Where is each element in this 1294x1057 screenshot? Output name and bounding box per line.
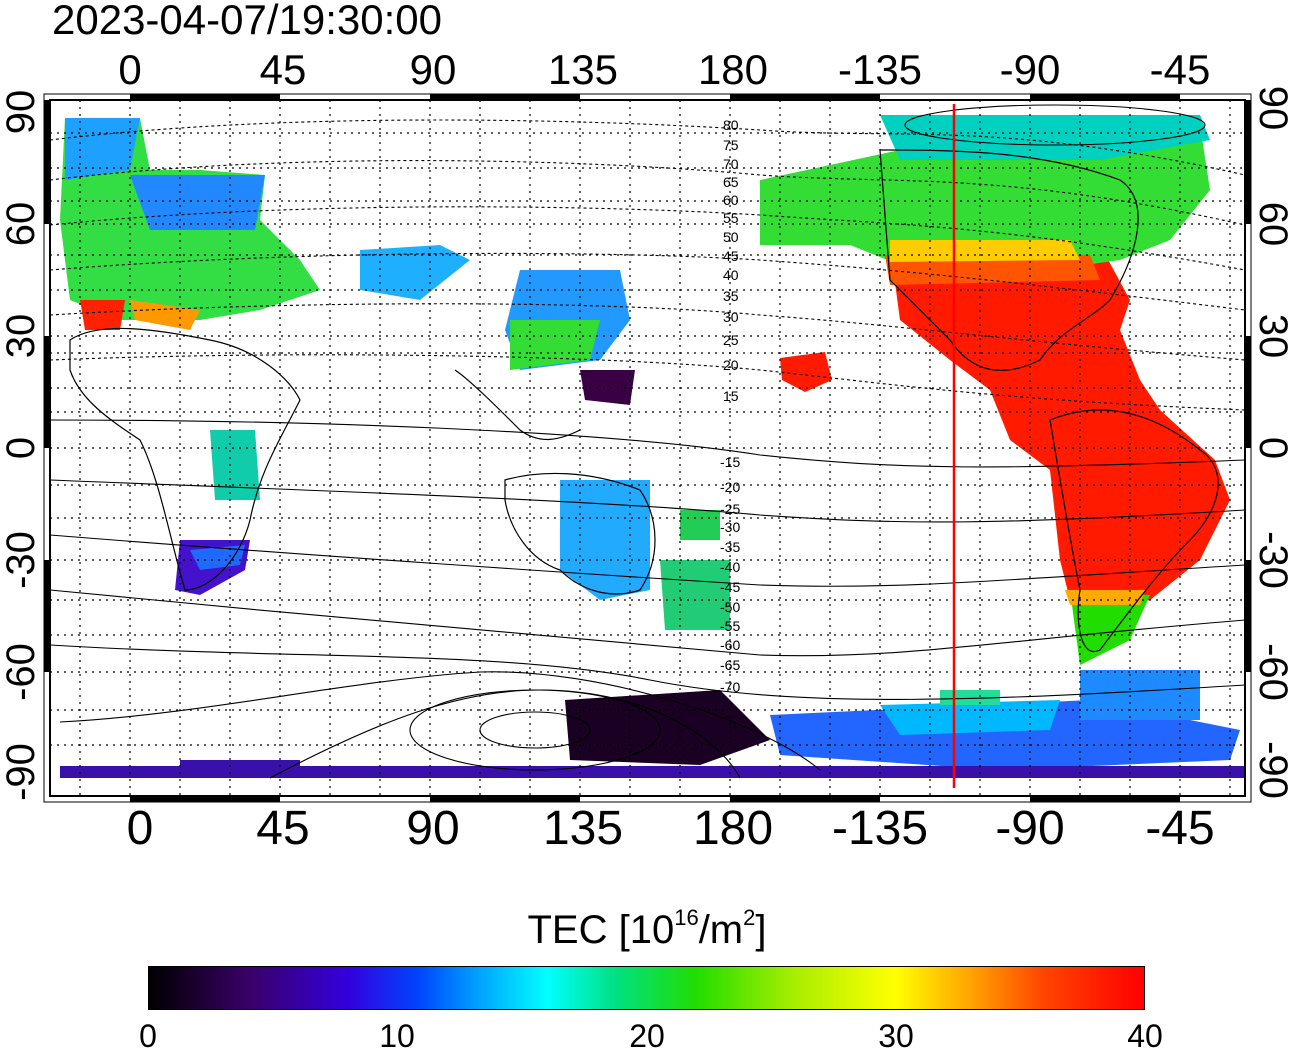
contour-label: -30 [720, 519, 740, 535]
graticule [50, 100, 1245, 796]
contour-label: 70 [723, 156, 739, 172]
colorbar-title-unit-exponent: 2 [743, 905, 756, 930]
bottom-lon-label: -45 [1145, 802, 1214, 855]
colorbar-tick-label: 30 [878, 1018, 914, 1054]
bottom-lon-label: -135 [832, 802, 928, 855]
colorbar-title: TEC [1016/m2] [0, 906, 1294, 954]
contour-label: -65 [720, 657, 740, 673]
right-lat-label: 30 [1251, 314, 1294, 359]
axis-tick-bars [44, 94, 1251, 802]
contour-label: -70 [720, 679, 740, 695]
left-lat-label: -60 [0, 643, 43, 701]
tec-world-map: 0 45 90 135 180 -135 -90 -45 0 45 90 135… [0, 46, 1294, 855]
contour-label: -35 [720, 539, 740, 555]
magnetic-contours [50, 104, 1245, 779]
right-latitude-labels: 90 60 30 0 -30 -60 -90 [1251, 86, 1294, 799]
map-timestamp: 2023-04-07/19:30:00 [52, 0, 442, 43]
contour-label: 80 [723, 117, 739, 133]
right-lat-label: 60 [1251, 202, 1294, 247]
contour-label: -15 [720, 454, 740, 470]
right-lat-label: -30 [1251, 531, 1294, 589]
bottom-lon-label: -90 [995, 802, 1064, 855]
contour-label: 75 [723, 137, 739, 153]
bottom-lon-label: 45 [256, 802, 309, 855]
contour-label: 20 [723, 357, 739, 373]
contour-label: -20 [720, 479, 740, 495]
contour-label: -55 [720, 618, 740, 634]
contour-label: 35 [723, 288, 739, 304]
contour-label: 55 [723, 210, 739, 226]
bottom-lon-label: 90 [406, 802, 459, 855]
colorbar-title-exponent: 16 [674, 905, 699, 930]
tec-colorbar [148, 966, 1145, 1010]
bottom-longitude-labels: 0 45 90 135 180 -135 -90 -45 [127, 802, 1215, 855]
contour-labels: 80 75 70 65 60 55 50 45 40 35 30 25 20 1… [720, 117, 740, 695]
bottom-lon-label: 180 [693, 802, 773, 855]
left-lat-label: -90 [0, 743, 43, 801]
colorbar-title-prefix: TEC [10 [527, 908, 675, 952]
contour-label: -60 [720, 637, 740, 653]
top-lon-label: -45 [1150, 46, 1211, 93]
plot-frame [49, 99, 1246, 797]
coastlines [69, 149, 1219, 653]
right-lat-label: 0 [1251, 437, 1294, 459]
top-lon-label: 90 [410, 46, 457, 93]
colorbar-title-suffix: ] [755, 908, 767, 952]
left-lat-label: 0 [0, 437, 43, 459]
left-lat-label: -30 [0, 531, 43, 589]
bottom-lon-label: 135 [543, 802, 623, 855]
right-lat-label: 90 [1251, 86, 1294, 131]
contour-label: 30 [723, 309, 739, 325]
top-lon-label: -135 [838, 46, 922, 93]
colorbar-tick-label: 10 [379, 1018, 415, 1054]
contour-label: -50 [720, 599, 740, 615]
colorbar-tick-label: 20 [629, 1018, 665, 1054]
contour-label: -25 [720, 501, 740, 517]
right-lat-label: -90 [1251, 741, 1294, 799]
contour-label: 40 [723, 267, 739, 283]
contour-label: -45 [720, 579, 740, 595]
top-longitude-labels: 0 45 90 135 180 -135 -90 -45 [118, 46, 1210, 93]
top-lon-label: 0 [118, 46, 141, 93]
top-lon-label: -90 [1000, 46, 1061, 93]
colorbar-tick-label: 40 [1127, 1018, 1163, 1054]
left-lat-label: 30 [0, 314, 43, 359]
tec-data-layer [60, 115, 1245, 778]
colorbar-tick-label: 0 [139, 1018, 157, 1054]
contour-label: 60 [723, 192, 739, 208]
colorbar-title-unit: /m [698, 908, 744, 952]
bottom-lon-label: 0 [127, 802, 154, 855]
left-latitude-labels: 90 60 30 0 -30 -60 -90 [0, 90, 43, 801]
contour-label: 50 [723, 229, 739, 245]
contour-label: -40 [720, 559, 740, 575]
top-lon-label: 180 [698, 46, 768, 93]
contour-label: 15 [723, 388, 739, 404]
top-lon-label: 135 [548, 46, 618, 93]
left-lat-label: 90 [0, 90, 43, 135]
contour-label: 65 [723, 174, 739, 190]
right-lat-label: -60 [1251, 643, 1294, 701]
left-lat-label: 60 [0, 202, 43, 247]
contour-label: 25 [723, 332, 739, 348]
top-lon-label: 45 [260, 46, 307, 93]
contour-label: 45 [723, 248, 739, 264]
